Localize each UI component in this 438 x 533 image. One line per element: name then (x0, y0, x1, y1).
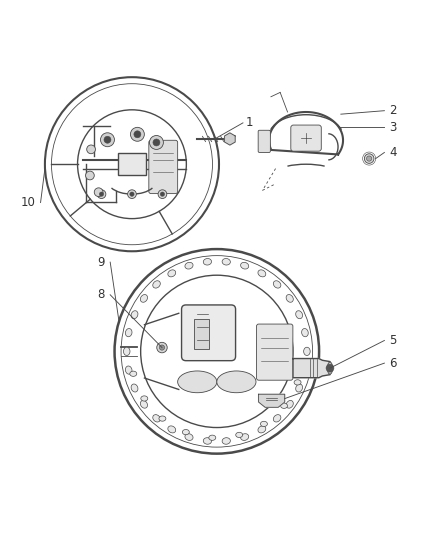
Circle shape (134, 131, 141, 138)
FancyBboxPatch shape (291, 125, 321, 151)
Ellipse shape (296, 311, 303, 319)
Text: 10: 10 (21, 196, 35, 209)
Circle shape (97, 190, 106, 198)
Ellipse shape (140, 400, 148, 408)
Text: 1: 1 (246, 116, 254, 128)
Circle shape (326, 364, 334, 372)
Text: 5: 5 (390, 334, 397, 347)
Ellipse shape (185, 262, 193, 269)
Ellipse shape (281, 403, 287, 408)
Ellipse shape (153, 281, 160, 288)
Ellipse shape (294, 379, 301, 385)
Ellipse shape (168, 270, 176, 277)
Polygon shape (293, 359, 330, 378)
Ellipse shape (286, 295, 293, 302)
FancyBboxPatch shape (181, 305, 236, 361)
Ellipse shape (302, 328, 308, 337)
Ellipse shape (240, 262, 249, 269)
Text: 8: 8 (98, 288, 105, 301)
Ellipse shape (258, 270, 266, 277)
Circle shape (94, 188, 103, 197)
Ellipse shape (130, 371, 137, 376)
Circle shape (130, 192, 134, 196)
Ellipse shape (131, 311, 138, 319)
Circle shape (158, 190, 167, 198)
Ellipse shape (296, 384, 303, 392)
Circle shape (157, 342, 167, 353)
Circle shape (149, 135, 163, 149)
Ellipse shape (125, 366, 132, 374)
Circle shape (160, 192, 165, 196)
Ellipse shape (203, 259, 212, 265)
Ellipse shape (240, 434, 249, 440)
Ellipse shape (159, 416, 166, 421)
Circle shape (127, 190, 136, 198)
Text: 3: 3 (390, 121, 397, 134)
Ellipse shape (222, 438, 230, 444)
Circle shape (87, 145, 95, 154)
Ellipse shape (140, 295, 148, 302)
Circle shape (131, 127, 145, 141)
Ellipse shape (182, 430, 189, 435)
Ellipse shape (261, 421, 268, 426)
Text: 6: 6 (390, 357, 397, 369)
Ellipse shape (203, 438, 212, 444)
Ellipse shape (273, 415, 281, 422)
Ellipse shape (273, 281, 281, 288)
Ellipse shape (141, 396, 148, 401)
Ellipse shape (153, 415, 160, 422)
Ellipse shape (131, 384, 138, 392)
Polygon shape (225, 133, 235, 145)
Ellipse shape (125, 328, 132, 337)
Ellipse shape (286, 400, 293, 408)
Ellipse shape (258, 426, 266, 433)
Text: 4: 4 (390, 146, 397, 159)
Text: 2: 2 (390, 104, 397, 117)
Circle shape (99, 192, 104, 196)
Circle shape (104, 136, 111, 143)
Ellipse shape (124, 347, 130, 356)
Text: 9: 9 (98, 256, 105, 269)
Ellipse shape (178, 371, 217, 393)
Circle shape (159, 345, 165, 350)
Ellipse shape (217, 371, 256, 393)
Ellipse shape (209, 435, 216, 440)
Ellipse shape (327, 362, 332, 374)
Ellipse shape (302, 366, 308, 374)
FancyBboxPatch shape (194, 319, 209, 349)
FancyBboxPatch shape (149, 140, 178, 193)
FancyBboxPatch shape (257, 324, 293, 380)
Ellipse shape (222, 259, 230, 265)
Ellipse shape (304, 347, 310, 356)
Circle shape (153, 139, 160, 146)
Polygon shape (258, 394, 285, 407)
Circle shape (85, 171, 94, 180)
Ellipse shape (185, 434, 193, 440)
Circle shape (100, 133, 114, 147)
Circle shape (367, 156, 372, 161)
Circle shape (364, 154, 374, 163)
Ellipse shape (236, 432, 243, 438)
FancyBboxPatch shape (118, 154, 145, 175)
Ellipse shape (168, 426, 176, 433)
FancyBboxPatch shape (258, 130, 270, 152)
